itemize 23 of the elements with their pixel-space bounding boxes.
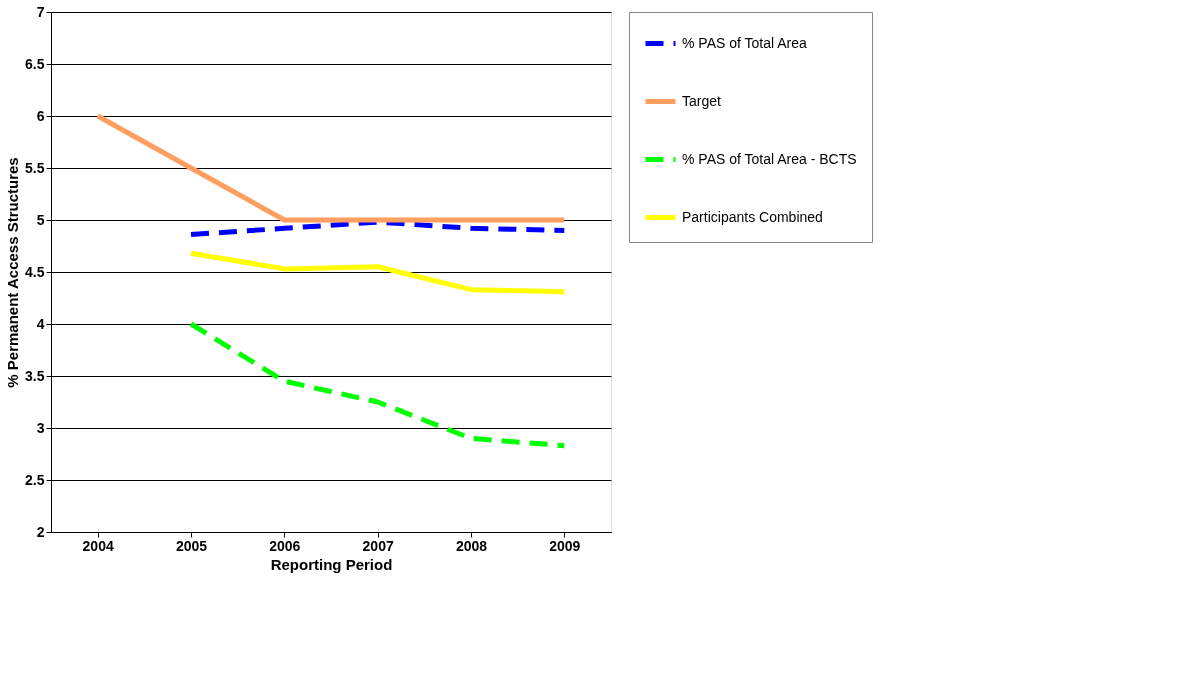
x-tick-label: 2004	[82, 537, 114, 554]
x-tick-label: 2008	[455, 537, 488, 554]
x-tick-label: 2006	[269, 537, 301, 554]
y-axis-title: % Permanent Access Structures	[4, 157, 22, 388]
y-tick-label: 3.5	[25, 367, 45, 384]
y-tick-label: 2	[36, 523, 45, 540]
legend-label: % PAS of Total Area - BCTS	[682, 150, 857, 167]
legend-label: Participants Combined	[682, 208, 823, 225]
x-tick-label: 2007	[362, 537, 394, 554]
y-tick-label: 4.5	[25, 263, 45, 280]
x-tick-label: 2009	[549, 537, 581, 554]
legend-label: Target	[682, 92, 722, 109]
legend-label: % PAS of Total Area	[682, 34, 807, 51]
y-tick-label: 6.5	[25, 55, 45, 72]
x-tick-label: 2005	[175, 537, 208, 554]
y-tick-label: 5.5	[25, 159, 45, 176]
x-axis-title: Reporting Period	[270, 555, 393, 573]
y-tick-label: 3	[36, 419, 45, 436]
y-tick-label: 7	[36, 3, 45, 20]
y-tick-label: 5	[36, 211, 45, 228]
y-tick-label: 2.5	[25, 471, 45, 488]
y-tick-label: 6	[36, 107, 45, 124]
y-tick-label: 4	[36, 315, 45, 332]
